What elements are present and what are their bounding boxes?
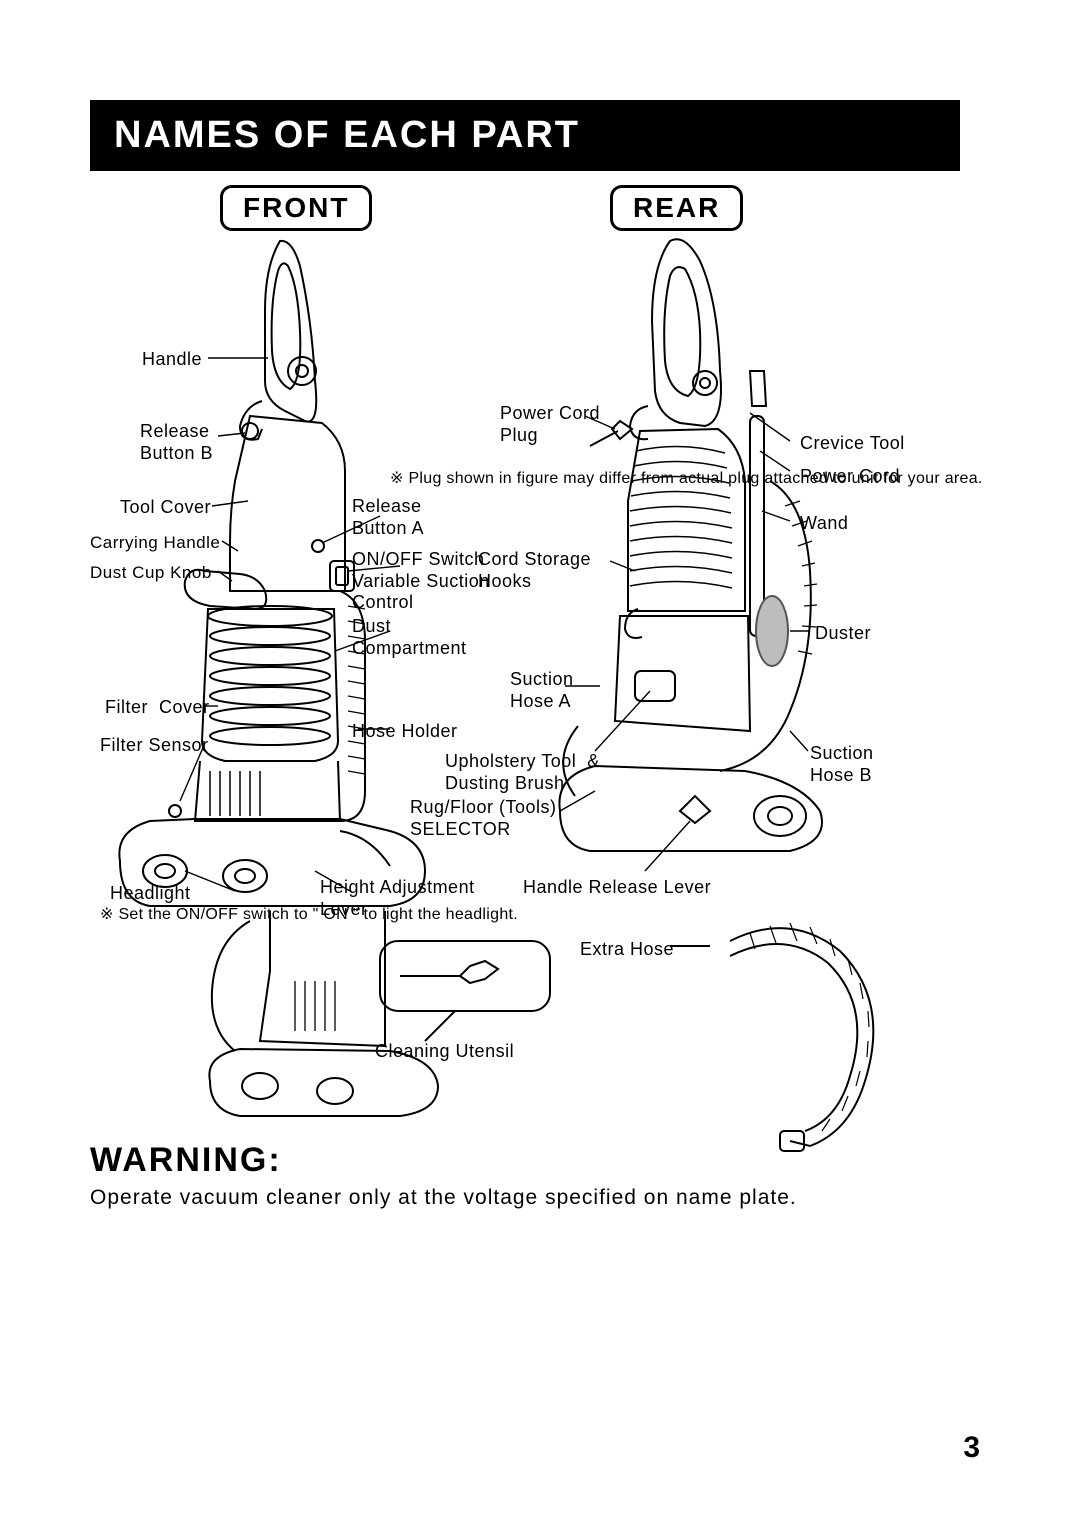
- warning-text: Operate vacuum cleaner only at the volta…: [90, 1186, 990, 1210]
- label-release-a: Release Button A: [352, 496, 424, 539]
- label-selector: Rug/Floor (Tools) SELECTOR: [410, 797, 557, 840]
- label-tool-cover: Tool Cover: [120, 497, 211, 519]
- label-headlight: Headlight: [110, 883, 191, 905]
- page-content: NAMES OF EACH PART FRONT REAR: [90, 100, 990, 1210]
- diagram-area: FRONT REAR: [90, 171, 990, 1131]
- label-handle: Handle: [142, 349, 202, 371]
- label-power-cord: Power Cord: [800, 466, 900, 488]
- label-onoff: ON/OFF Switch Variable Suction Control: [352, 549, 490, 614]
- label-duster: Duster: [815, 623, 871, 645]
- label-upholstery: Upholstery Tool & Dusting Brush: [445, 751, 600, 794]
- label-release-b: Release Button B: [140, 421, 213, 464]
- label-cord-hooks: Cord Storage Hooks: [478, 549, 591, 592]
- diagram-svg: [90, 171, 990, 1131]
- label-cleaning-utensil: Cleaning Utensil: [375, 1041, 514, 1063]
- label-handle-release: Handle Release Lever: [523, 877, 711, 899]
- label-extra-hose: Extra Hose: [580, 939, 674, 961]
- label-filter-sensor: Filter Sensor: [100, 735, 209, 757]
- label-filter-cover: Filter Cover: [105, 697, 210, 719]
- label-hose-holder: Hose Holder: [352, 721, 458, 743]
- label-wand: Wand: [800, 513, 848, 535]
- label-power-plug: Power Cord Plug: [500, 403, 600, 446]
- label-suction-a: Suction Hose A: [510, 669, 574, 712]
- label-dust-cup-knob: Dust Cup Knob: [90, 563, 212, 583]
- section-title: NAMES OF EACH PART: [90, 100, 960, 171]
- label-dust-compartment: Dust Compartment: [352, 616, 467, 659]
- note-headlight: ※ Set the ON/OFF switch to " ON " to lig…: [100, 905, 518, 925]
- label-suction-b: Suction Hose B: [810, 743, 874, 786]
- label-crevice: Crevice Tool: [800, 433, 905, 455]
- label-carrying-handle: Carrying Handle: [90, 533, 220, 553]
- page-number: 3: [963, 1431, 980, 1465]
- warning-heading: WARNING:: [90, 1141, 990, 1180]
